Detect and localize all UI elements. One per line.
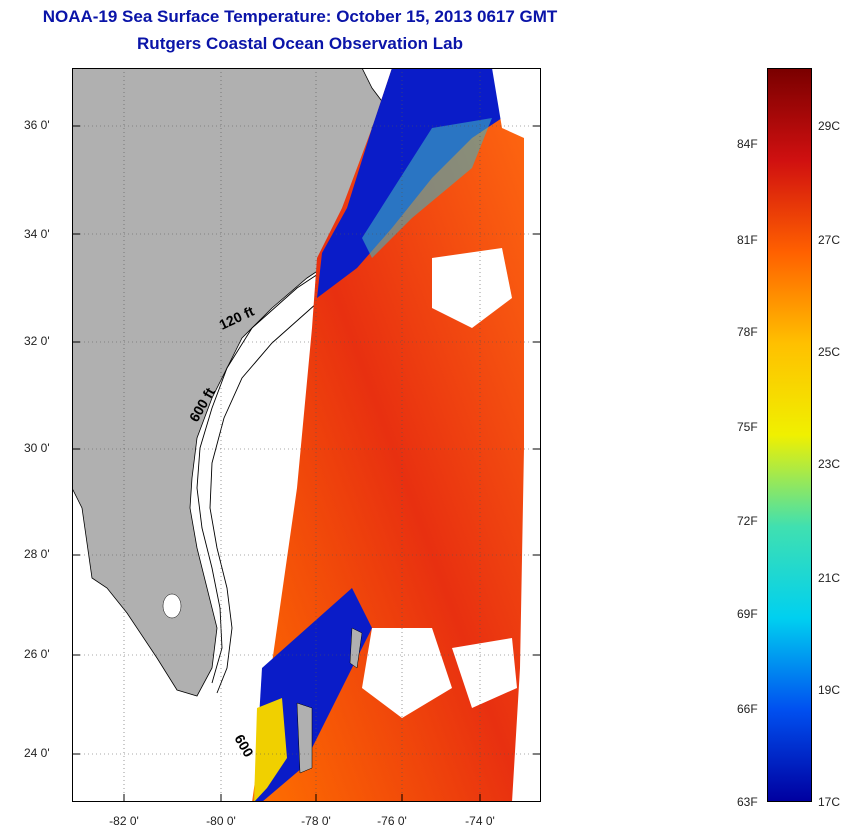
sst-mixed-north (362, 118, 492, 258)
lon-tick-82: -82 0' (109, 814, 139, 828)
colorbar-f-78: 78F (737, 325, 758, 339)
bahamas-islands (296, 627, 363, 774)
colorbar-c-25: 25C (818, 345, 841, 359)
colorbar-c-21: 21C (818, 571, 841, 585)
cloud-gap-3 (452, 638, 517, 708)
lon-tick-78: -78 0' (301, 814, 331, 828)
colorbar-f-84: 84F (737, 137, 758, 151)
colorbar-f-69: 69F (737, 607, 758, 621)
lat-tick-26: 26 0' (24, 647, 50, 661)
colorbar (767, 68, 812, 802)
lat-tick-24: 24 0' (24, 746, 50, 760)
colorbar-f-63: 63F (737, 795, 758, 809)
colorbar-c-19: 19C (818, 683, 841, 697)
cloud-gap-1 (432, 248, 512, 328)
lat-tick-30: 30 0' (24, 441, 50, 455)
lat-tick-36: 36 0' (24, 118, 50, 132)
lon-tick-74: -74 0' (465, 814, 495, 828)
map-ticks (72, 125, 541, 802)
colorbar-f-66: 66F (737, 702, 758, 716)
cloud-gap-2 (362, 628, 452, 718)
lon-tick-80: -80 0' (206, 814, 236, 828)
lat-tick-34: 34 0' (24, 227, 50, 241)
lat-tick-32: 32 0' (24, 334, 50, 348)
sst-warm-yellow (254, 698, 287, 802)
map-title: NOAA-19 Sea Surface Temperature: October… (42, 7, 558, 26)
map-subtitle: Rutgers Coastal Ocean Observation Lab (137, 34, 463, 53)
lake-okeechobee (162, 593, 182, 619)
colorbar-f-81: 81F (737, 233, 758, 247)
map-frame (72, 68, 541, 802)
lon-tick-76: -76 0' (377, 814, 407, 828)
colorbar-f-75: 75F (737, 420, 758, 434)
colorbar-c-17: 17C (818, 795, 841, 809)
sst-map: 120 ft 600 ft 600 (72, 68, 541, 802)
colorbar-c-27: 27C (818, 233, 841, 247)
cloud-gap-4 (492, 68, 524, 138)
colorbar-f-72: 72F (737, 514, 758, 528)
colorbar-c-29: 29C (818, 119, 841, 133)
colorbar-c-23: 23C (818, 457, 841, 471)
lat-tick-28: 28 0' (24, 547, 50, 561)
